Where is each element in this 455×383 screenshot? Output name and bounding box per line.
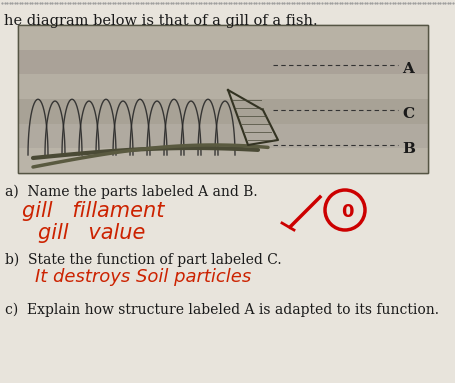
- Text: a)  Name the parts labeled A and B.: a) Name the parts labeled A and B.: [5, 185, 258, 200]
- Bar: [18, 25, 428, 173]
- Text: B: B: [402, 142, 415, 156]
- Bar: [18, 148, 428, 173]
- Bar: [18, 124, 428, 148]
- Bar: [18, 99, 428, 124]
- Text: gill   fillament: gill fillament: [22, 201, 164, 221]
- Text: A: A: [402, 62, 414, 76]
- Bar: [18, 74, 428, 99]
- Bar: [18, 50, 428, 74]
- Bar: [18, 25, 428, 50]
- Text: b)  State the function of part labeled C.: b) State the function of part labeled C.: [5, 253, 282, 267]
- Bar: [18, 25, 428, 173]
- Text: 0: 0: [341, 203, 354, 221]
- Text: he diagram below is that of a gill of a fish.: he diagram below is that of a gill of a …: [4, 14, 318, 28]
- Text: gill   value: gill value: [38, 223, 146, 243]
- Text: C: C: [402, 107, 414, 121]
- Text: c)  Explain how structure labeled A is adapted to its function.: c) Explain how structure labeled A is ad…: [5, 303, 439, 318]
- Text: It destroys Soil particles: It destroys Soil particles: [35, 268, 251, 286]
